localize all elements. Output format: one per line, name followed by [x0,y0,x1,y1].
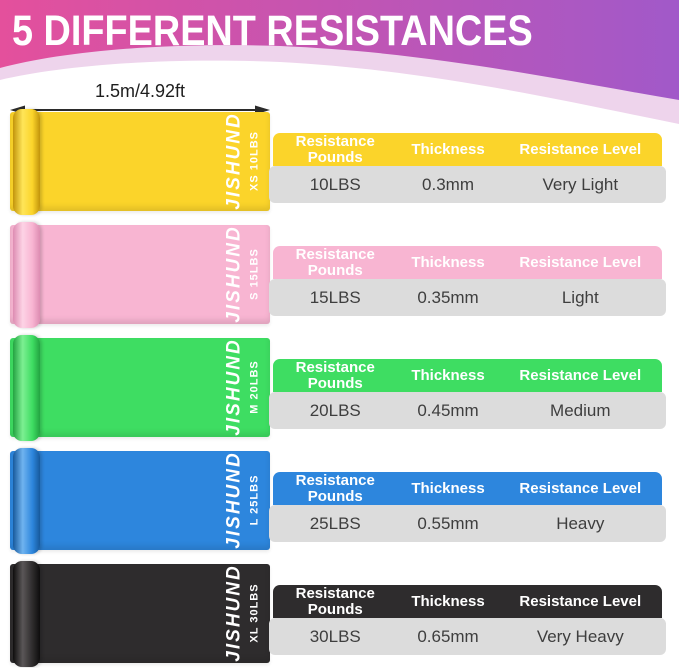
pounds-value: 15LBS [309,287,361,307]
pounds-value: 25LBS [309,513,361,533]
spec-table: Resistance Pounds Thickness Resistance L… [269,472,666,542]
band-row-black: JISHUND XL 30LBS Resistance Pounds Thick… [0,561,679,667]
level-value: Medium [550,400,611,420]
brand-name: JISHUND [223,564,244,662]
band-size-label: M 20LBS [248,360,260,414]
pounds-value: 30LBS [309,626,361,646]
spec-table: Resistance Pounds Thickness Resistance L… [269,359,666,429]
band-size-label: L 25LBS [248,474,260,526]
brand-name: JISHUND [223,225,244,323]
col-resistance-pounds: Resistance Pounds [295,471,375,505]
col-resistance-level: Resistance Level [519,366,642,384]
length-measurement: 1.5m/4.92ft [10,81,270,117]
col-thickness: Thickness [411,479,485,497]
level-value: Heavy [556,513,605,533]
spec-table: Resistance Pounds Thickness Resistance L… [269,133,666,203]
spec-table-header: Resistance Pounds Thickness Resistance L… [273,472,662,505]
spec-table: Resistance Pounds Thickness Resistance L… [269,585,666,655]
col-thickness: Thickness [411,592,485,610]
spec-table-header: Resistance Pounds Thickness Resistance L… [273,585,662,618]
band-roll [13,335,40,441]
resistance-band: JISHUND XL 30LBS [10,561,270,667]
col-resistance-level: Resistance Level [519,592,642,610]
band-row-pink: JISHUND S 15LBS Resistance Pounds Thickn… [0,222,679,328]
pounds-value: 10LBS [309,174,361,194]
band-row-blue: JISHUND L 25LBS Resistance Pounds Thickn… [0,448,679,554]
page-title: 5 DIFFERENT RESISTANCES [12,7,533,55]
length-label: 1.5m/4.92ft [94,81,186,101]
band-row-yellow: JISHUND XS 10LBS Resistance Pounds Thick… [0,109,679,215]
col-resistance-pounds: Resistance Pounds [295,132,375,166]
spec-table-values: 10LBS 0.3mm Very Light [269,166,666,203]
band-size-label: XS 10LBS [248,131,260,191]
thickness-value: 0.3mm [422,174,475,194]
spec-table-header: Resistance Pounds Thickness Resistance L… [273,133,662,166]
band-size-label: S 15LBS [248,248,260,300]
col-thickness: Thickness [411,253,485,271]
level-value: Light [561,287,599,307]
col-resistance-pounds: Resistance Pounds [295,584,375,618]
band-label: JISHUND S 15LBS [222,225,262,324]
resistance-band: JISHUND XS 10LBS [10,109,270,215]
col-resistance-level: Resistance Level [519,479,642,497]
band-roll [13,448,40,554]
col-resistance-pounds: Resistance Pounds [295,245,375,279]
band-label: JISHUND XL 30LBS [222,564,262,663]
level-value: Very Heavy [536,626,624,646]
col-resistance-level: Resistance Level [519,253,642,271]
band-label: JISHUND L 25LBS [222,451,262,550]
spec-table-header: Resistance Pounds Thickness Resistance L… [273,359,662,392]
spec-table: Resistance Pounds Thickness Resistance L… [269,246,666,316]
band-roll [13,222,40,328]
brand-name: JISHUND [223,338,244,436]
col-thickness: Thickness [411,366,485,384]
col-resistance-level: Resistance Level [519,140,642,158]
band-size-label: XL 30LBS [248,583,260,643]
spec-table-values: 20LBS 0.45mm Medium [269,392,666,429]
banner-swoosh-graphic [0,0,679,124]
thickness-value: 0.55mm [417,513,479,533]
thickness-value: 0.35mm [417,287,479,307]
band-label: JISHUND M 20LBS [222,338,262,437]
pounds-value: 20LBS [309,400,361,420]
brand-name: JISHUND [223,112,244,210]
resistance-band: JISHUND S 15LBS [10,222,270,328]
banner-gradient-shape [0,0,679,100]
band-roll [13,561,40,667]
spec-table-header: Resistance Pounds Thickness Resistance L… [273,246,662,279]
level-value: Very Light [542,174,619,194]
band-rows: JISHUND XS 10LBS Resistance Pounds Thick… [0,109,679,668]
col-resistance-pounds: Resistance Pounds [295,358,375,392]
resistance-band: JISHUND M 20LBS [10,335,270,441]
thickness-value: 0.45mm [417,400,479,420]
brand-name: JISHUND [223,451,244,549]
spec-table-values: 15LBS 0.35mm Light [269,279,666,316]
spec-table-values: 25LBS 0.55mm Heavy [269,505,666,542]
spec-table-values: 30LBS 0.65mm Very Heavy [269,618,666,655]
resistance-band: JISHUND L 25LBS [10,448,270,554]
col-thickness: Thickness [411,140,485,158]
band-label: JISHUND XS 10LBS [222,112,262,211]
band-roll [13,109,40,215]
thickness-value: 0.65mm [417,626,479,646]
header-banner: 5 DIFFERENT RESISTANCES [0,0,679,130]
band-row-green: JISHUND M 20LBS Resistance Pounds Thickn… [0,335,679,441]
